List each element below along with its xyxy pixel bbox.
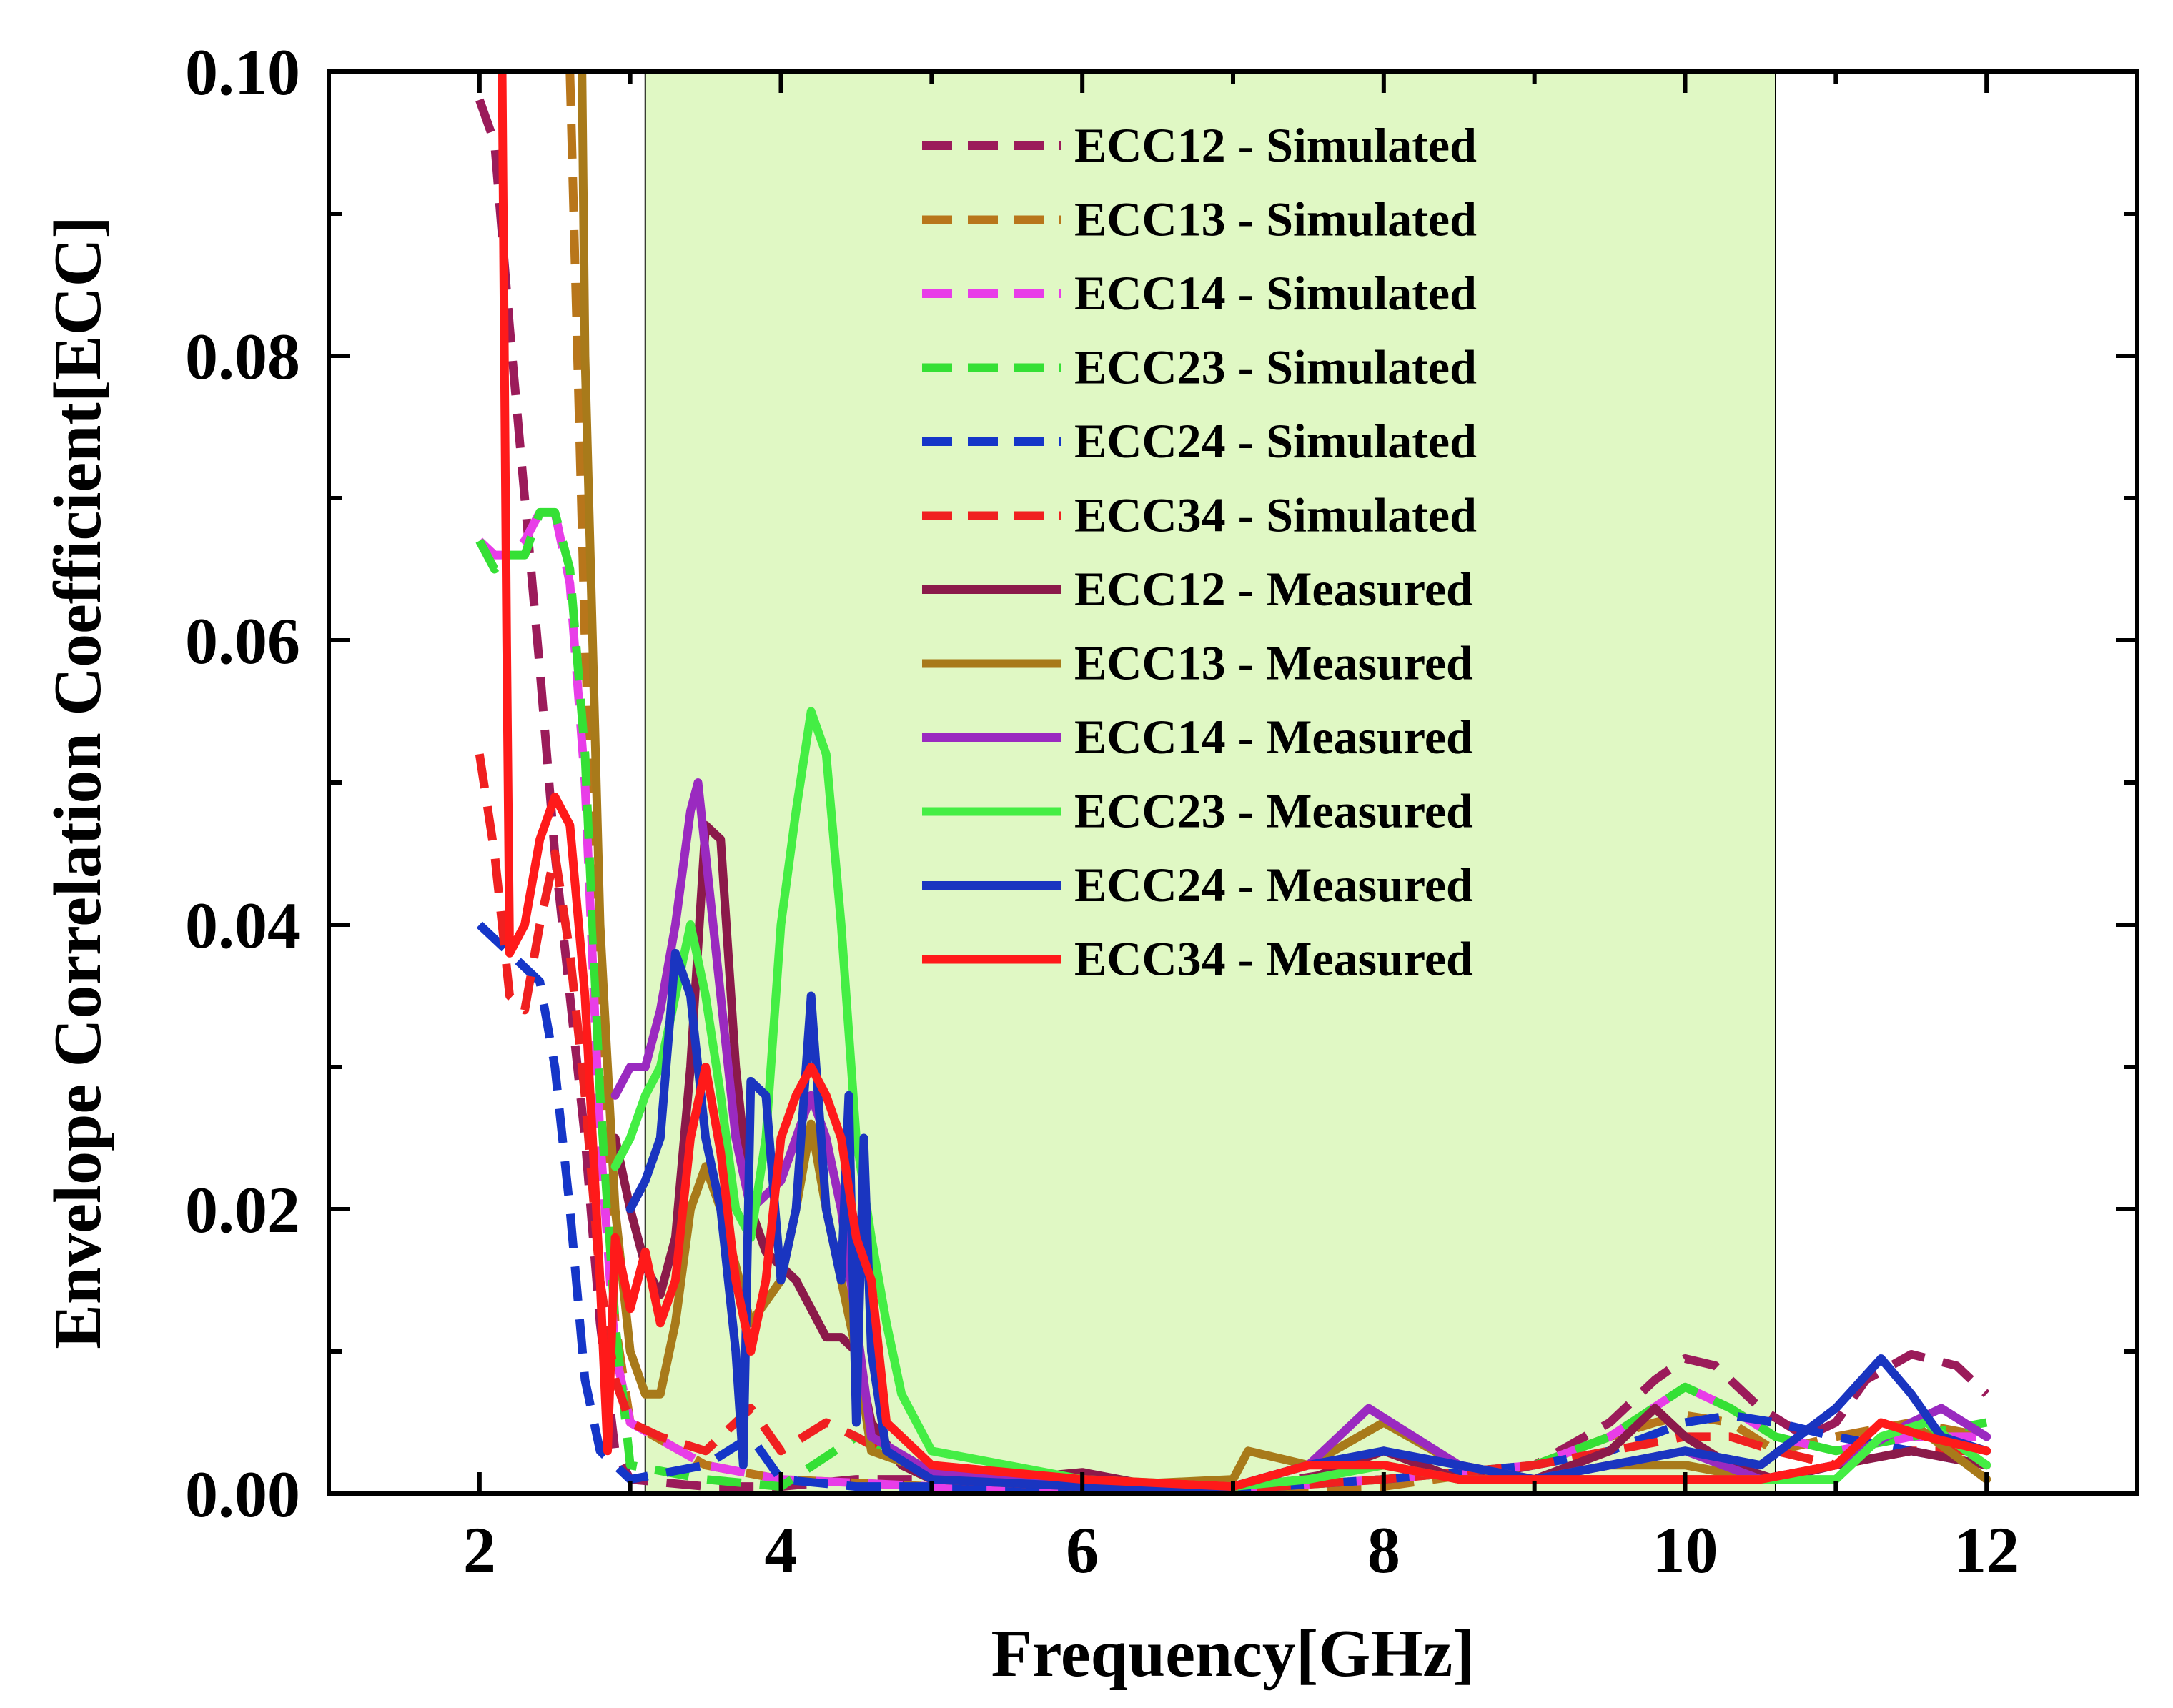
x-tick-label: 6 <box>1066 1514 1099 1587</box>
legend-entry-label: ECC13 - Measured <box>1074 636 1473 690</box>
y-tick-labels: 0.00 0.02 0.04 0.06 0.08 0.10 <box>185 36 300 1531</box>
legend-entry-label: ECC12 - Measured <box>1074 562 1473 616</box>
legend-entry-label: ECC24 - Measured <box>1074 858 1473 912</box>
series-line-ecc24-simulated <box>476 921 1988 1494</box>
series-line-ecc34-simulated <box>475 753 1987 1494</box>
x-tick-label: 8 <box>1367 1514 1400 1587</box>
plot-area: 2 4 6 8 10 12 0.00 0.02 0.04 0.06 0.08 0.10 <box>185 36 2139 1587</box>
legend-entry-label: ECC23 - Simulated <box>1074 340 1477 394</box>
series-line-ecc23-simulated <box>475 507 1988 1494</box>
legend-entry-label: ECC24 - Simulated <box>1074 414 1477 468</box>
y-axis-title: Envelope Correlation Coefficient[ECC] <box>41 216 115 1349</box>
x-tick-labels: 2 4 6 8 10 12 <box>463 1514 2019 1587</box>
x-tick-label: 2 <box>463 1514 496 1587</box>
legend-entry-label: ECC12 - Simulated <box>1074 118 1477 172</box>
legend-entry-label: ECC34 - Simulated <box>1074 488 1477 542</box>
y-tick-label: 0.04 <box>185 889 300 962</box>
x-tick-label: 4 <box>765 1514 798 1587</box>
legend-entry-label: ECC14 - Measured <box>1074 710 1473 764</box>
legend-entry-label: ECC34 - Measured <box>1074 932 1473 986</box>
x-tick-label: 10 <box>1653 1514 1718 1587</box>
legend-entry-label: ECC14 - Simulated <box>1074 266 1477 320</box>
legend-entry-label: ECC23 - Measured <box>1074 784 1473 838</box>
y-tick-label: 0.00 <box>185 1458 300 1531</box>
axis-ticks <box>327 69 2139 1496</box>
y-tick-label: 0.08 <box>185 320 300 393</box>
legend-entry-label: ECC13 - Simulated <box>1074 192 1477 247</box>
x-tick-label: 12 <box>1954 1514 2019 1587</box>
y-tick-label: 0.06 <box>185 605 300 677</box>
y-tick-label: 0.10 <box>185 36 300 109</box>
series-line-ecc24-measured <box>625 948 1991 1491</box>
legend: ECC12 - Simulated ECC13 - Simulated ECC14 … <box>922 118 1477 986</box>
series-line-ecc34-measured <box>498 71 1991 1491</box>
y-tick-label: 0.02 <box>185 1173 300 1246</box>
x-axis-title: Frequency[GHz] <box>991 1617 1475 1691</box>
